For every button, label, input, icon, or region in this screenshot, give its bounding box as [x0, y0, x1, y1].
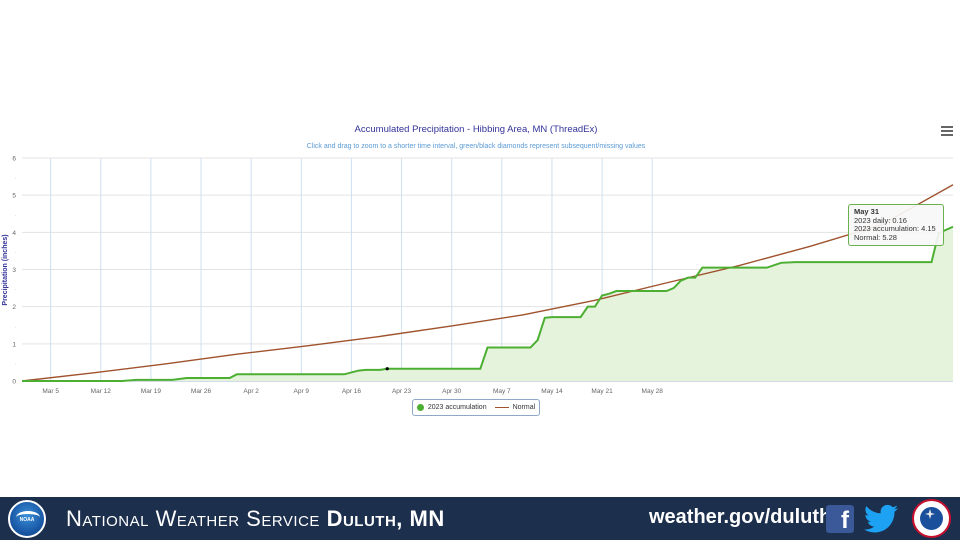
x-axis-ticks: Mar 5 Mar 12 Mar 19 Mar 26 Apr 2 Apr 9 Apr 16 A… [42, 388, 663, 395]
x-tick-label: Mar 26 [191, 388, 212, 395]
x-tick-label: May 28 [642, 388, 664, 395]
agency-office: Duluth, MN [326, 506, 445, 531]
x-tick-label: May 14 [541, 388, 563, 395]
menu-bar [941, 126, 953, 128]
noaa-logo-icon: NOAA [8, 500, 46, 538]
legend: 2023 accumulation Normal [412, 399, 540, 416]
missing-value-marker [385, 367, 389, 371]
x-tick-label: Mar 5 [42, 388, 59, 395]
y-tick-label: 6 [12, 156, 16, 163]
y-tick-label: 4 [12, 230, 16, 237]
plot-area[interactable] [21, 184, 954, 382]
y-minor-tick: . [15, 175, 16, 181]
y-tick-label: 5 [12, 193, 16, 200]
tooltip-accumulation: 2023 accumulation: 4.15 [854, 224, 936, 234]
x-tick-label: May 21 [591, 388, 613, 395]
agency-title: National Weather Service Duluth, MN [66, 506, 445, 532]
y-minor-tick: . [15, 212, 16, 218]
menu-bar [941, 130, 953, 132]
x-tick-label: Mar 19 [141, 388, 162, 395]
nws-seal-inner [920, 507, 943, 530]
x-tick-label: Apr 16 [342, 388, 362, 395]
tooltip-daily: 2023 daily: 0.16 [854, 215, 907, 225]
chart-subtitle: Click and drag to zoom to a shorter time… [307, 143, 646, 150]
legend-label-2023: 2023 accumulation [427, 404, 487, 411]
facebook-icon[interactable]: f [826, 505, 854, 534]
x-tick-label: Apr 2 [243, 388, 259, 395]
y-tick-label: 0 [12, 379, 16, 386]
legend-item-2023[interactable]: 2023 accumulation [416, 404, 487, 411]
y-minor-tick: . [15, 249, 16, 255]
twitter-icon[interactable] [864, 504, 898, 534]
data-tooltip: May 31 2023 daily: 0.16 2023 accumulatio… [848, 204, 944, 246]
y-axis-label: Precipitation (inches) [2, 234, 9, 305]
y-minor-tick: . [15, 360, 16, 366]
legend-line-icon [494, 406, 509, 409]
y-axis-ticks: 0 1 2 3 4 5 6...... [12, 156, 16, 386]
noaa-logo-text: NOAA [19, 517, 35, 523]
legend-item-normal[interactable]: Normal [494, 404, 536, 411]
menu-bar [941, 134, 953, 136]
x-tick-label: Apr 30 [442, 388, 462, 395]
series-line-normal[interactable] [21, 184, 954, 382]
series-line-2023[interactable] [22, 225, 954, 382]
tooltip-date: May 31 [854, 207, 880, 216]
tooltip-normal: Normal: 5.28 [854, 232, 897, 242]
footer-band: NOAA National Weather Service Duluth, MN… [0, 497, 960, 540]
y-tick-label: 1 [12, 341, 16, 348]
nws-seal-star [925, 509, 935, 519]
legend-dot-icon [416, 404, 424, 411]
x-tick-label: Mar 12 [91, 388, 112, 395]
y-tick-label: 3 [12, 267, 16, 274]
chart[interactable]: Accumulated Precipitation - Hibbing Area… [0, 0, 960, 497]
agency-main: National Weather Service [66, 506, 320, 531]
x-tick-label: May 7 [493, 388, 511, 395]
x-tick-label: Apr 9 [294, 388, 310, 395]
nws-seal-icon [912, 499, 951, 538]
website-link[interactable]: weather.gov/duluth [649, 506, 832, 528]
y-tick-label: 2 [12, 304, 16, 311]
chart-menu-button[interactable] [941, 126, 953, 137]
legend-label-normal: Normal [512, 404, 536, 411]
x-tick-label: Apr 23 [392, 388, 412, 395]
series-area-2023 [22, 226, 953, 381]
y-minor-tick: . [15, 323, 16, 329]
chart-title: Accumulated Precipitation - Hibbing Area… [355, 124, 598, 135]
noaa-gull-shape [16, 511, 40, 524]
y-minor-tick: . [15, 286, 16, 292]
